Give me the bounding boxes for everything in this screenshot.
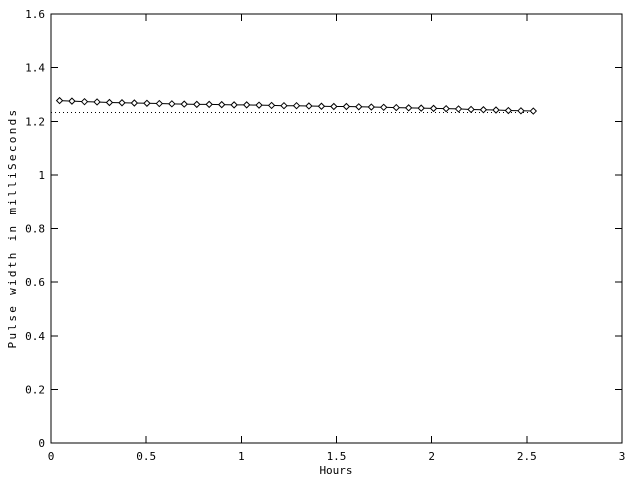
data-point-marker — [80, 97, 89, 106]
data-point-marker — [317, 102, 326, 110]
x-tick-label: 1 — [238, 450, 245, 463]
data-point-marker — [193, 100, 201, 109]
data-point-marker — [267, 101, 276, 110]
data-point-marker — [467, 105, 475, 114]
data-point-marker — [280, 101, 288, 110]
y-tick-label: 0.2 — [25, 383, 45, 396]
data-point-marker — [517, 107, 525, 115]
data-point-marker — [230, 101, 238, 109]
data-point-marker — [479, 106, 488, 114]
data-point-marker — [492, 106, 500, 114]
y-tick-label: 0 — [38, 437, 45, 450]
y-tick-label: 1.4 — [25, 62, 45, 75]
y-tick-label: 1 — [38, 169, 45, 182]
data-point-marker — [442, 104, 450, 113]
x-tick-label: 1.5 — [327, 450, 347, 463]
data-point-marker — [292, 101, 301, 110]
x-tick-label: 0.5 — [136, 450, 156, 463]
y-tick-label: 0.6 — [25, 276, 45, 289]
y-tick-label: 1.6 — [25, 8, 45, 21]
data-point-marker — [504, 106, 513, 115]
data-point-marker — [342, 102, 351, 111]
data-point-marker — [392, 103, 400, 112]
data-point-marker — [205, 100, 213, 109]
data-point-marker — [305, 102, 313, 110]
data-point-marker — [168, 100, 176, 108]
data-point-marker — [529, 107, 538, 115]
data-point-marker — [68, 97, 76, 105]
data-point-marker — [93, 98, 101, 106]
data-point-marker — [417, 104, 425, 112]
data-point-marker — [429, 104, 438, 113]
data-point-marker — [454, 105, 463, 113]
y-tick-label: 0.8 — [25, 223, 45, 236]
data-point-marker — [367, 103, 376, 111]
data-point-marker — [130, 99, 139, 107]
y-axis-title: Pulse width in milliSeconds — [6, 108, 19, 349]
data-point-marker — [242, 101, 251, 109]
data-point-marker — [379, 103, 388, 112]
data-point-marker — [55, 96, 64, 105]
plot-border — [50, 13, 623, 444]
x-tick-label: 2.5 — [517, 450, 537, 463]
data-point-marker — [218, 100, 226, 109]
chart-plot-area: 0 0.5 1 1.5 2 2.5 3 0 0.2 0.4 0.6 0.8 1 1.2 1.4 1.6 — [25, 8, 625, 463]
x-tick-label: 3 — [619, 450, 626, 463]
y-tick-label: 0.4 — [25, 330, 45, 343]
x-tick-label: 0 — [48, 450, 55, 463]
data-point-marker — [330, 102, 338, 111]
y-tick-label: 1.2 — [25, 115, 45, 128]
x-axis-title: Hours — [319, 464, 352, 477]
data-point-marker — [180, 100, 188, 108]
data-point-marker — [143, 99, 151, 107]
data-point-marker — [355, 103, 363, 111]
data-point-marker — [105, 98, 114, 107]
data-point-marker — [118, 99, 126, 107]
x-tick-label: 2 — [428, 450, 435, 463]
data-point-marker — [404, 104, 413, 112]
data-point-marker — [255, 101, 263, 109]
data-point-marker — [155, 99, 164, 108]
